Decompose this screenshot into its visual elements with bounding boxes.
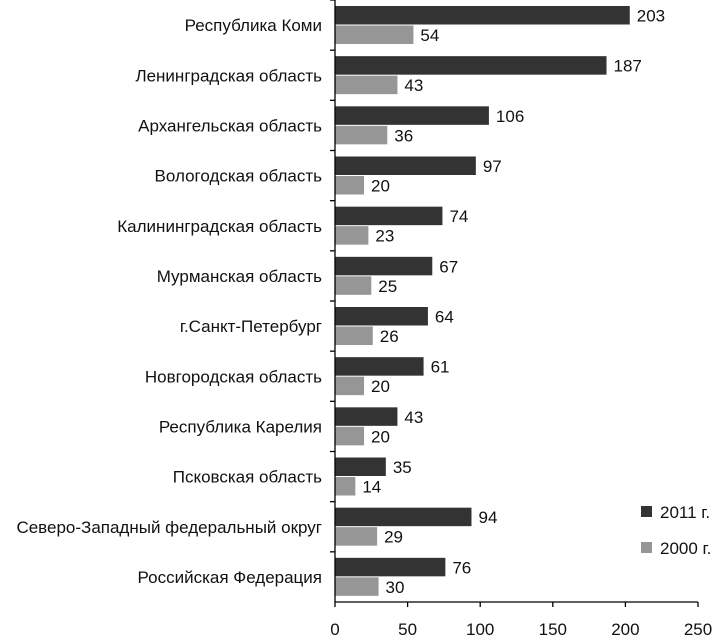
data-label: 187 xyxy=(614,57,642,76)
category-label: Республика Коми xyxy=(185,16,322,35)
data-label: 35 xyxy=(393,458,412,477)
data-label: 20 xyxy=(371,377,390,396)
data-label: 54 xyxy=(420,26,439,45)
bar-2011 xyxy=(335,557,446,577)
data-label: 26 xyxy=(380,327,399,346)
bar-2000 xyxy=(335,577,379,596)
category-label: Республика Карелия xyxy=(159,417,322,436)
legend-swatch xyxy=(641,506,652,517)
bar-2011 xyxy=(335,206,443,226)
data-label: 14 xyxy=(362,478,381,497)
bar-2011 xyxy=(335,407,398,426)
bar-2000 xyxy=(335,426,365,446)
bar-2011 xyxy=(335,457,386,476)
data-label: 43 xyxy=(404,408,423,427)
category-label: Архангельская область xyxy=(138,116,322,135)
bar-2000 xyxy=(335,125,388,145)
category-label: Российская Федерация xyxy=(138,568,322,587)
data-label: 94 xyxy=(478,508,497,527)
bar-2000 xyxy=(335,326,373,345)
bar-2011 xyxy=(335,307,428,326)
data-label: 29 xyxy=(384,528,403,547)
x-tick-label: 250 xyxy=(684,620,712,638)
bar-2011 xyxy=(335,6,630,25)
bar-2011 xyxy=(335,106,489,125)
category-label: Новгородская область xyxy=(145,367,322,386)
x-tick-label: 100 xyxy=(466,620,494,638)
data-label: 67 xyxy=(439,257,458,276)
legend-label: 2000 г. xyxy=(660,539,711,558)
data-label: 106 xyxy=(496,107,524,126)
category-label: Псковская область xyxy=(173,468,322,487)
data-label: 20 xyxy=(371,177,390,196)
data-label: 74 xyxy=(449,207,468,226)
data-label: 43 xyxy=(404,76,423,95)
bar-2000 xyxy=(335,226,369,245)
data-label: 25 xyxy=(378,277,397,296)
data-label: 76 xyxy=(452,558,471,577)
data-label: 97 xyxy=(483,157,502,176)
bar-2011 xyxy=(335,357,424,376)
x-tick-label: 50 xyxy=(398,620,417,638)
x-tick-label: 200 xyxy=(611,620,639,638)
bar-2011 xyxy=(335,156,476,175)
data-label: 30 xyxy=(386,578,405,597)
legend-label: 2011 г. xyxy=(660,503,710,522)
bar-2000 xyxy=(335,75,398,95)
x-tick-label: 0 xyxy=(330,620,339,638)
bar-2011 xyxy=(335,507,472,527)
bar-2000 xyxy=(335,527,378,546)
bar-2011 xyxy=(335,256,433,276)
bar-2000 xyxy=(335,176,365,195)
bar-2000 xyxy=(335,25,414,44)
data-label: 61 xyxy=(431,358,450,377)
category-label: Вологодская область xyxy=(155,167,323,186)
x-tick-label: 150 xyxy=(539,620,567,638)
category-label: Мурманская область xyxy=(157,267,322,286)
legend-swatch xyxy=(641,542,652,553)
bar-2000 xyxy=(335,276,372,295)
data-label: 20 xyxy=(371,427,390,446)
category-label: Калининградская область xyxy=(117,217,322,236)
bar-2000 xyxy=(335,376,365,396)
category-label: Ленинградская область xyxy=(135,66,322,85)
category-label: Северо-Западный федеральный округ xyxy=(16,518,322,537)
category-label: г.Санкт-Петербург xyxy=(180,317,322,336)
data-label: 203 xyxy=(637,7,665,26)
data-label: 23 xyxy=(375,227,394,246)
bar-2000 xyxy=(335,477,356,496)
data-label: 36 xyxy=(394,126,413,145)
data-label: 64 xyxy=(435,308,454,327)
bar-2011 xyxy=(335,56,607,75)
